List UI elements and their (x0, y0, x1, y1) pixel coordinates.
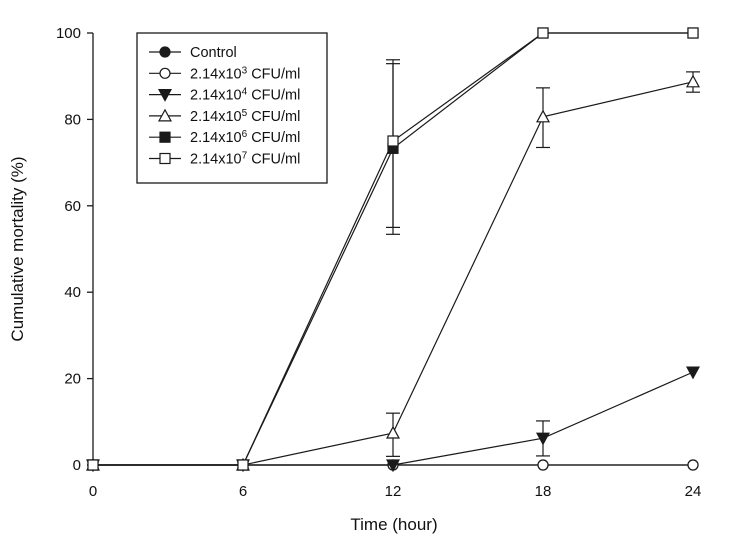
legend-label: Control (190, 45, 237, 61)
x-tick-label: 24 (685, 483, 702, 500)
legend-item: 2.14x104 CFU/ml (149, 87, 300, 104)
legend-item: 2.14x107 CFU/ml (149, 151, 300, 168)
open-square-marker (237, 459, 249, 471)
y-tick-label: 80 (64, 111, 81, 128)
open-triangle-marker (685, 74, 701, 88)
filled-triangle-marker (685, 366, 701, 380)
open-triangle-marker (385, 425, 401, 439)
y-tick-label: 100 (56, 25, 81, 42)
y-axis-title: Cumulative mortality (%) (8, 156, 27, 341)
open-circle-marker (687, 459, 699, 471)
series-5 (87, 27, 699, 471)
open-triangle-marker (157, 108, 173, 122)
open-circle-marker (537, 459, 549, 471)
x-tick-label: 12 (385, 483, 402, 500)
x-tick-label: 18 (535, 483, 552, 500)
open-square-marker (387, 135, 399, 147)
y-tick-label: 20 (64, 371, 81, 388)
axes: 0 20 40 60 80 100 0 6 12 18 24 (56, 25, 701, 500)
filled-triangle-marker (385, 459, 401, 473)
filled-triangle-marker (157, 88, 173, 102)
y-tick-label: 40 (64, 284, 81, 301)
legend-item: 2.14x105 CFU/ml (149, 108, 300, 125)
open-square-marker (687, 27, 699, 39)
open-square-marker (537, 27, 549, 39)
legend-label: 2.14x106 CFU/ml (190, 129, 300, 146)
legend-item: 2.14x103 CFU/ml (149, 65, 300, 82)
y-tick-label: 60 (64, 198, 81, 215)
open-circle-marker (159, 67, 171, 79)
legend-label: 2.14x103 CFU/ml (190, 65, 300, 82)
plot-area (85, 27, 701, 473)
y-tick-label: 0 (73, 457, 81, 474)
open-square-marker (159, 152, 171, 165)
legend-item: 2.14x106 CFU/ml (149, 129, 300, 146)
legend-item: Control (149, 45, 237, 61)
legend-label: 2.14x105 CFU/ml (190, 108, 300, 125)
legend-label: 2.14x107 CFU/ml (190, 151, 300, 168)
filled-circle-marker (159, 46, 171, 58)
open-triangle-marker (535, 109, 551, 123)
legend: Control 2.14x103 CFU/ml 2.14x104 CFU/ml 2.1… (136, 32, 328, 184)
open-square-marker (87, 459, 99, 471)
x-tick-label: 0 (89, 483, 97, 500)
x-tick-label: 6 (239, 483, 247, 500)
legend-label: 2.14x104 CFU/ml (190, 87, 300, 104)
x-axis-title: Time (hour) (350, 515, 437, 534)
filled-square-marker (159, 131, 171, 143)
filled-triangle-marker (535, 432, 551, 446)
